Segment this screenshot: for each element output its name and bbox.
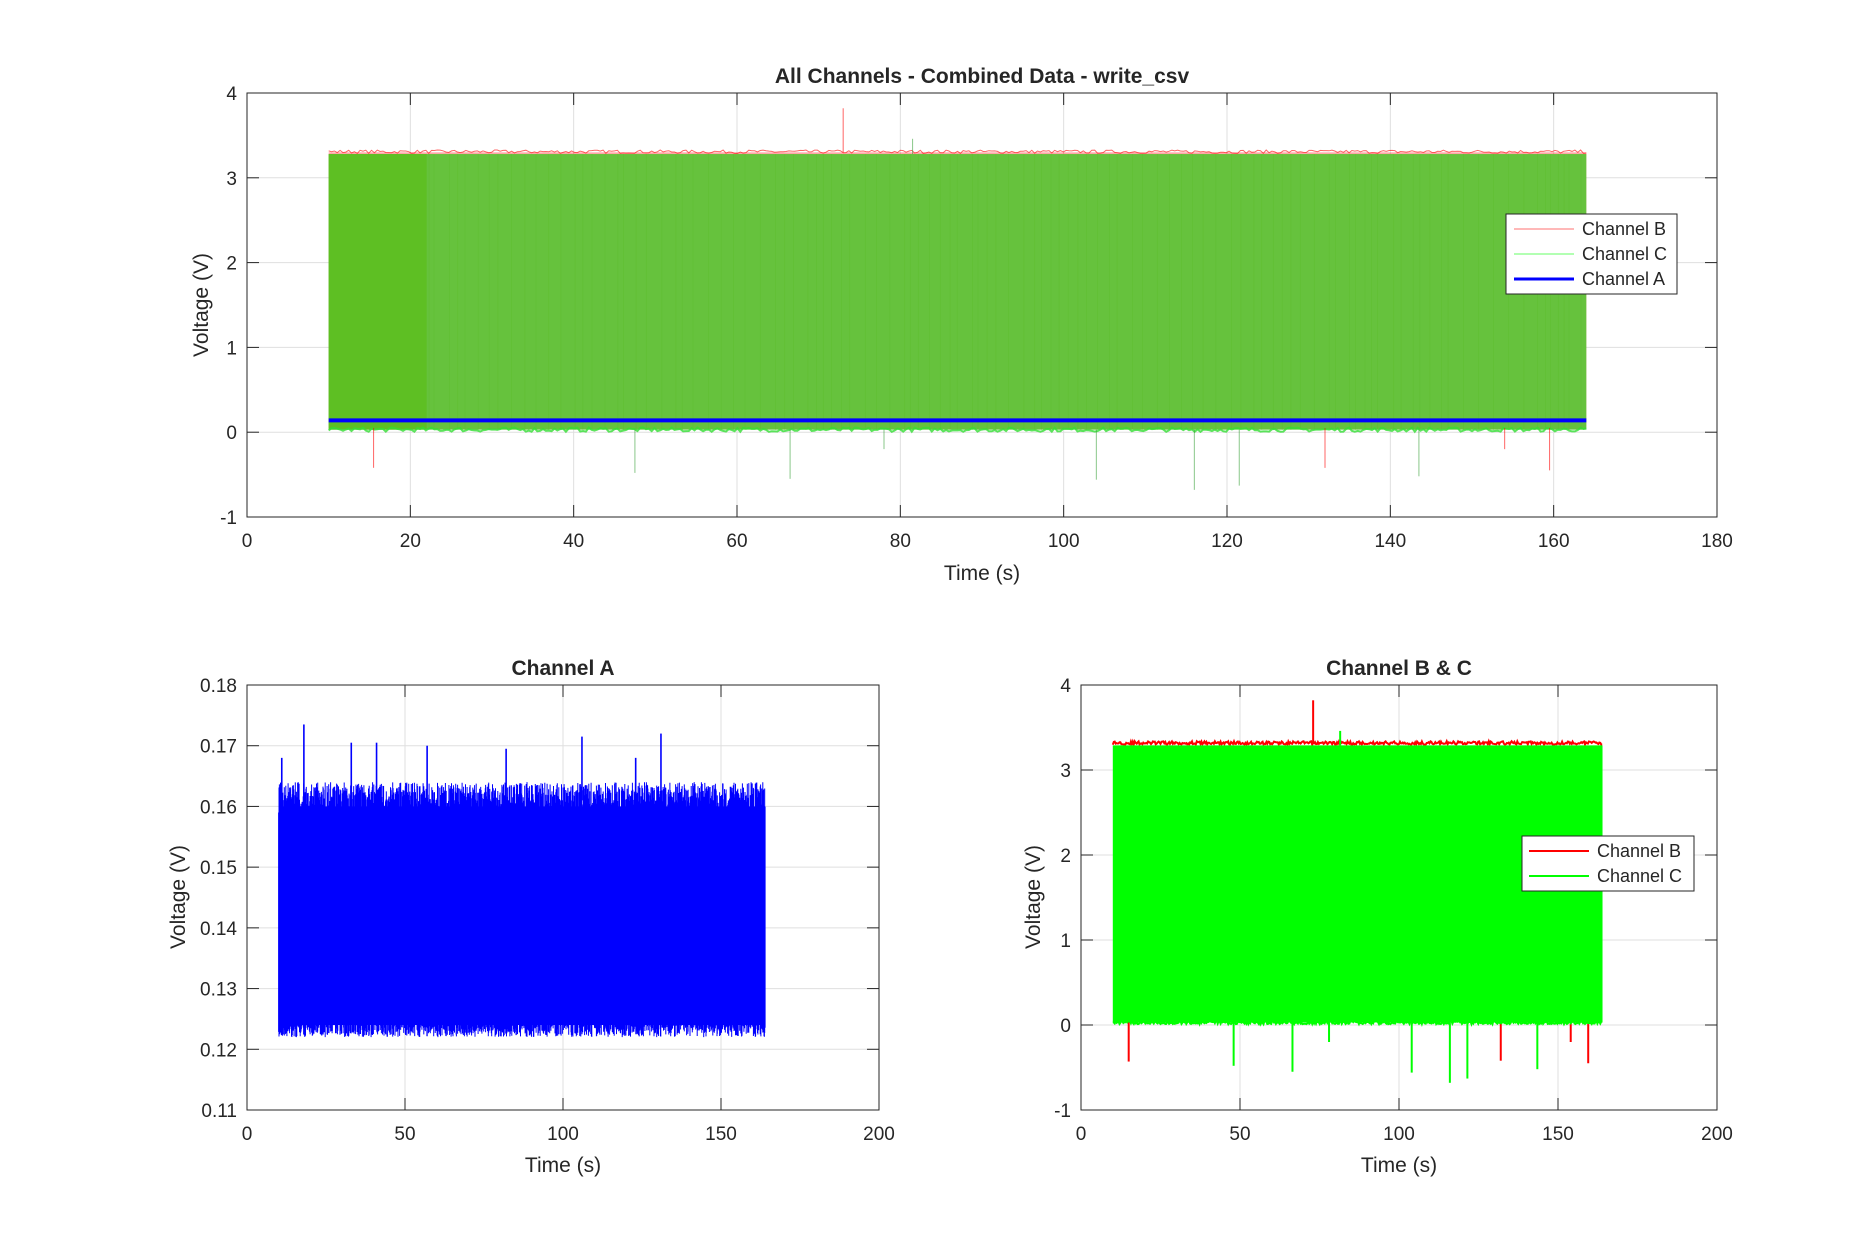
y-tick-label: 0.17 (200, 737, 237, 758)
x-tick-label: 200 (1701, 1124, 1733, 1145)
x-tick-label: 150 (705, 1124, 737, 1145)
legend-label-channel-b: Channel B (1582, 219, 1666, 239)
channel-b-top-edge (1111, 738, 1603, 748)
x-tick-label: 50 (1229, 1124, 1250, 1145)
channel-b-top-edge (328, 149, 1587, 155)
x-tick-label: 0 (242, 1124, 253, 1145)
channel-a-noise (278, 782, 766, 1038)
combined-y-axis-label: Voltage (V) (190, 253, 213, 357)
y-tick-label: 3 (1060, 761, 1071, 782)
legend-label-channel-c: Channel C (1597, 866, 1682, 886)
y-tick-label: 4 (1060, 676, 1071, 697)
channel-a-title: Channel A (511, 657, 614, 680)
y-tick-label: 1 (226, 338, 237, 359)
channel-bc-x-axis-label: Time (s) (1361, 1154, 1437, 1177)
channel-c-bottom-edge (1112, 1017, 1603, 1028)
channel-c-dense-band (328, 154, 427, 430)
channel-bc-y-axis-label: Voltage (V) (1022, 845, 1045, 949)
x-tick-label: 140 (1374, 531, 1406, 552)
combined-plot-area (328, 108, 1587, 490)
y-tick-label: 0.14 (200, 919, 237, 940)
y-tick-label: 0 (226, 423, 237, 444)
channel-a-axes: 0 50 100 150 200 0.11 0.12 0.13 0.14 0.15 0.16 0.17… (167, 657, 895, 1177)
channel-c-texture (428, 154, 1582, 430)
channel-bc-plot-area (1111, 700, 1603, 1083)
x-tick-label: 40 (563, 531, 584, 552)
channel-a-ticks: 0 50 100 150 200 0.11 0.12 0.13 0.14 0.15 0.16 0.17… (200, 676, 895, 1145)
y-tick-label: 0.16 (200, 797, 237, 818)
channel-a-plot-area (278, 724, 766, 1038)
y-tick-label: -1 (1054, 1101, 1071, 1122)
x-tick-label: 120 (1211, 531, 1243, 552)
y-tick-label: 0.13 (200, 980, 237, 1001)
channel-bc-legend: Channel B Channel C (1521, 835, 1695, 892)
channel-a-y-axis-label: Voltage (V) (167, 845, 190, 949)
x-tick-label: 200 (863, 1124, 895, 1145)
y-tick-label: 0.15 (200, 858, 237, 879)
x-tick-label: 0 (242, 531, 253, 552)
y-tick-label: 3 (226, 169, 237, 190)
x-tick-label: 100 (547, 1124, 579, 1145)
x-tick-label: 100 (1383, 1124, 1415, 1145)
x-tick-label: 100 (1048, 531, 1080, 552)
x-tick-label: 50 (394, 1124, 415, 1145)
x-tick-label: 80 (890, 531, 911, 552)
y-tick-label: 0 (1060, 1016, 1071, 1037)
x-tick-label: 20 (400, 531, 421, 552)
y-tick-label: 0.12 (200, 1040, 237, 1061)
x-tick-label: 180 (1701, 531, 1733, 552)
channel-c-band (1112, 745, 1603, 1023)
y-tick-label: 0.11 (201, 1101, 237, 1122)
x-tick-label: 150 (1542, 1124, 1574, 1145)
x-tick-label: 60 (726, 531, 747, 552)
x-tick-label: 160 (1538, 531, 1570, 552)
y-tick-label: 4 (226, 84, 237, 105)
y-tick-label: 2 (226, 254, 237, 275)
legend-label-channel-a: Channel A (1582, 269, 1665, 289)
combined-legend: Channel B Channel C Channel A (1505, 213, 1678, 295)
channel-bc-title: Channel B & C (1326, 657, 1472, 680)
channel-a-x-axis-label: Time (s) (525, 1154, 601, 1177)
y-tick-label: 2 (1060, 846, 1071, 867)
combined-title: All Channels - Combined Data - write_csv (775, 65, 1190, 88)
channel-c-bottom-edge (328, 426, 1587, 434)
combined-x-axis-label: Time (s) (944, 562, 1020, 585)
legend-label-channel-c: Channel C (1582, 244, 1667, 264)
x-tick-label: 0 (1076, 1124, 1087, 1145)
y-tick-label: 0.18 (200, 676, 237, 697)
legend-label-channel-b: Channel B (1597, 841, 1681, 861)
y-tick-label: 1 (1060, 931, 1071, 952)
y-tick-label: -1 (220, 508, 237, 529)
